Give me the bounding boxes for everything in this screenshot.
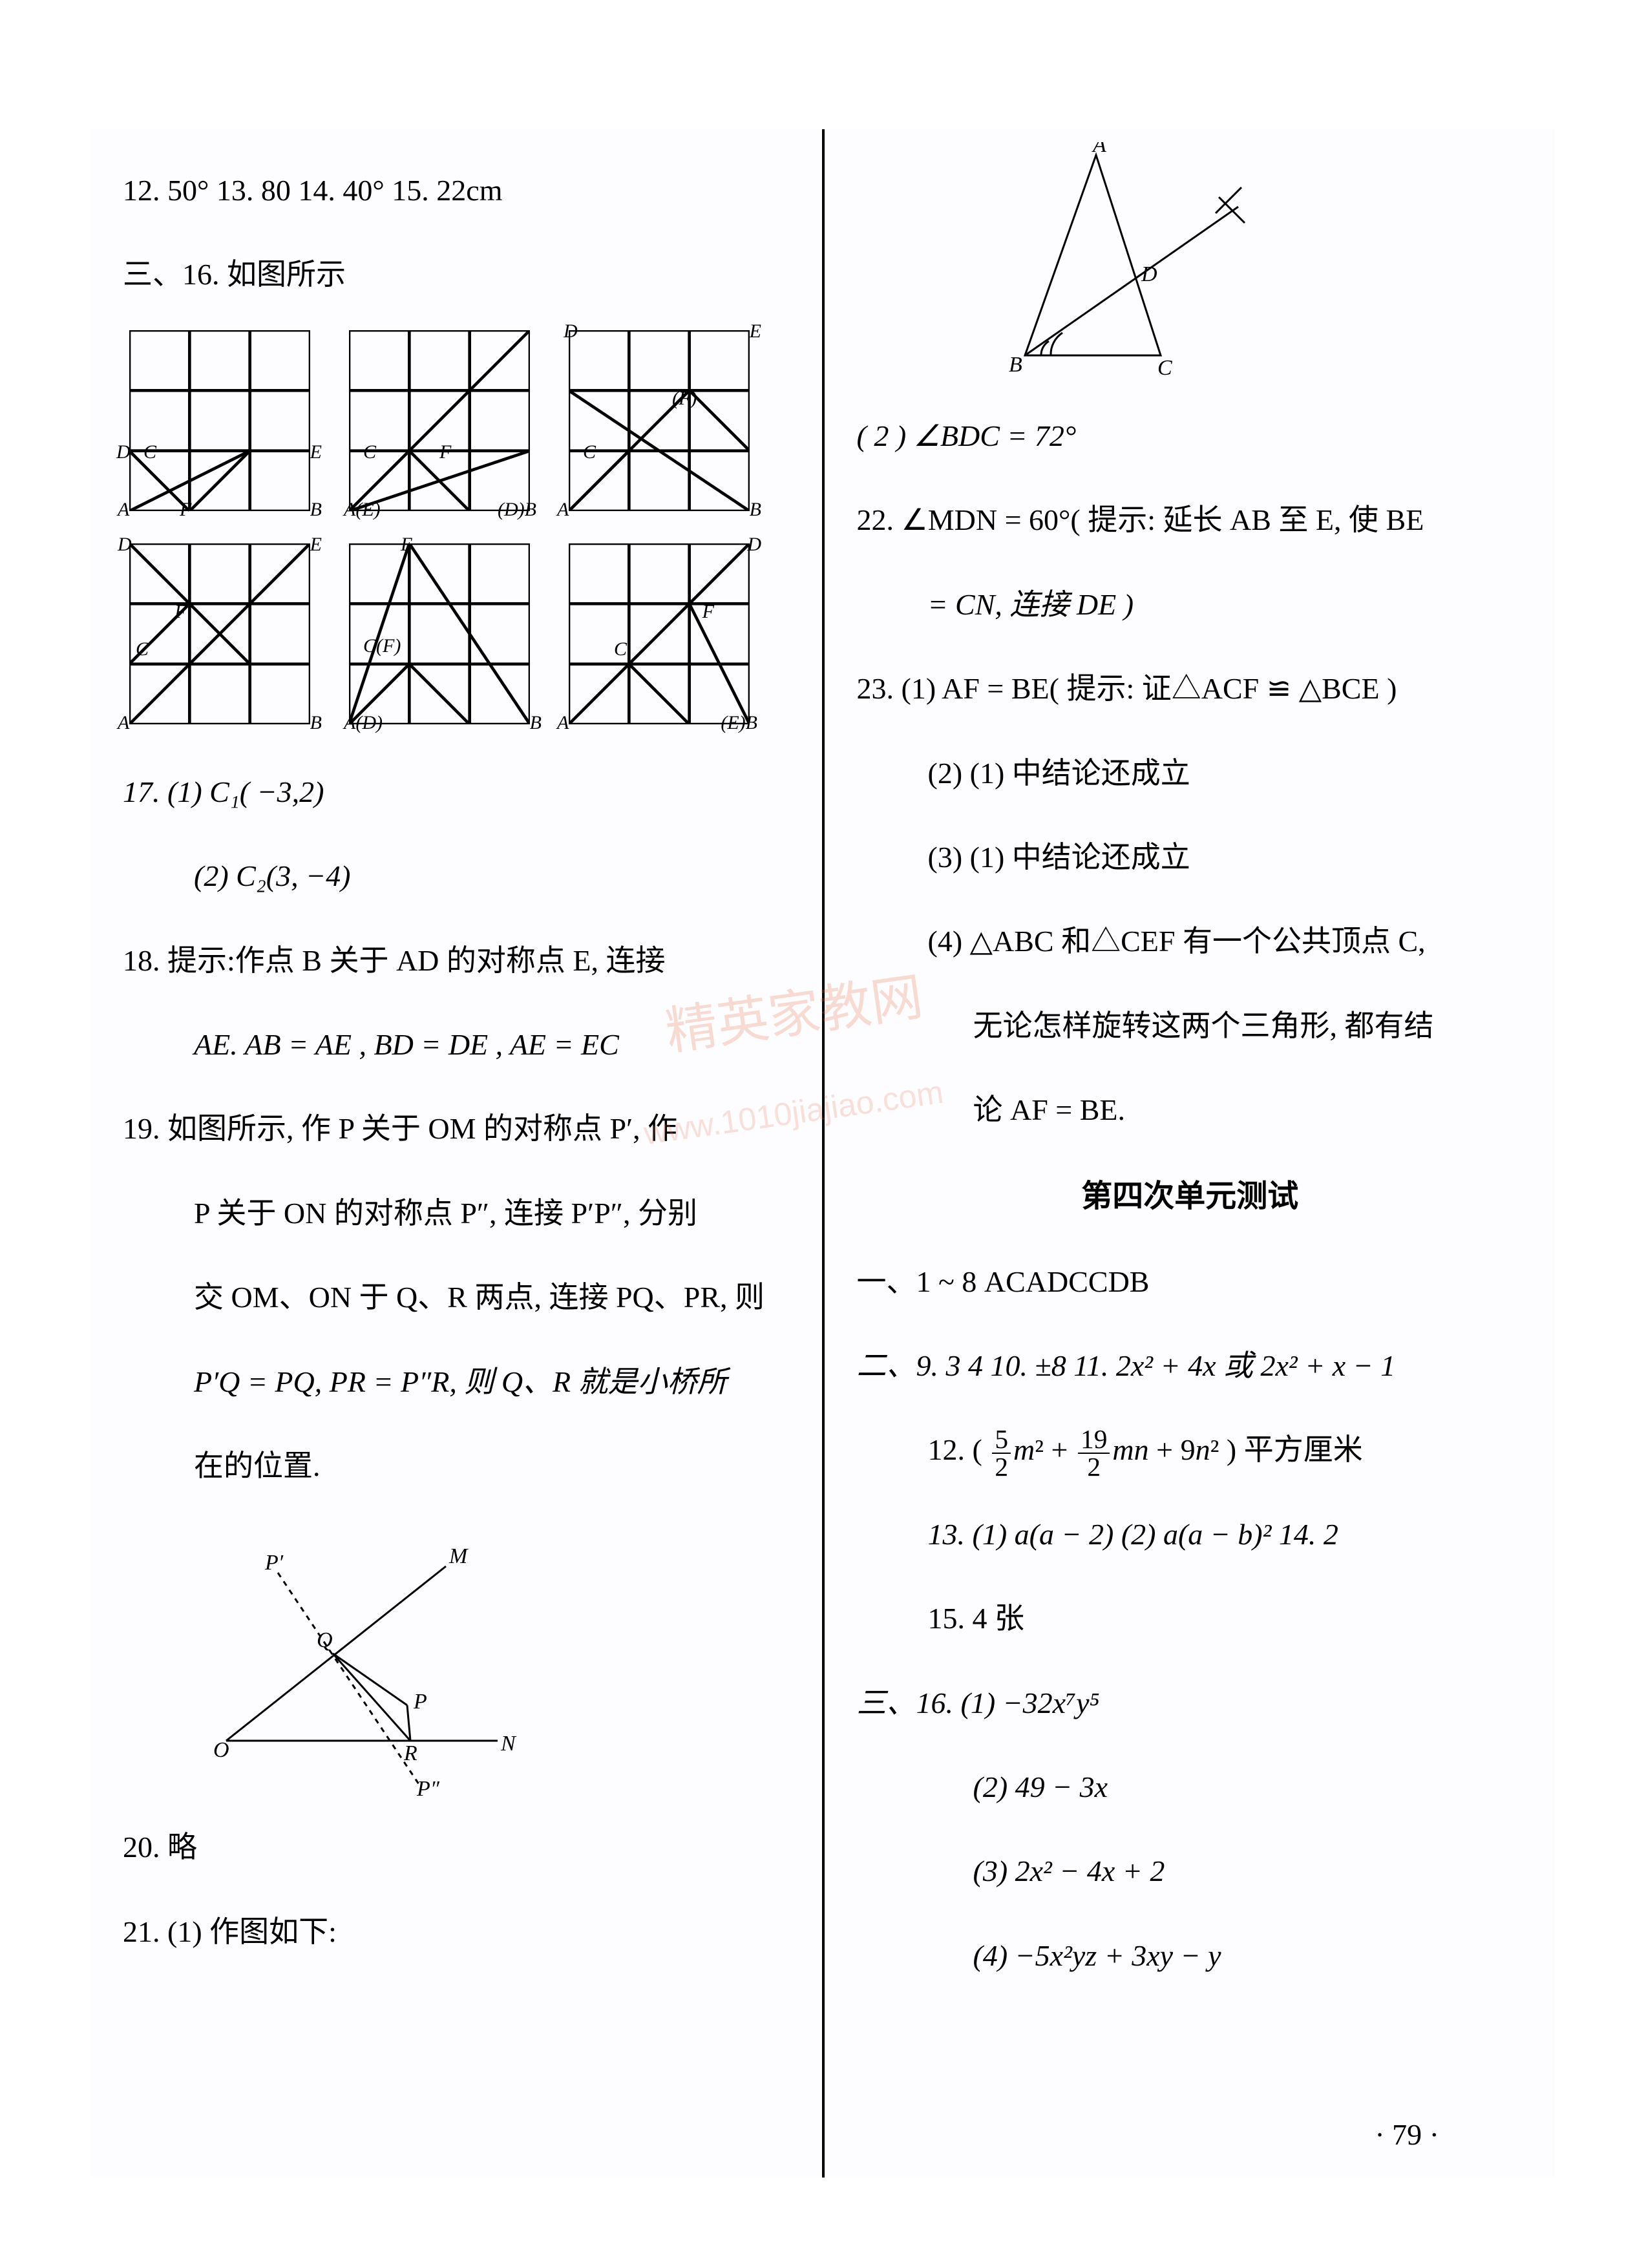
q20: 20. 略 — [123, 1812, 790, 1883]
svg-text:M: M — [448, 1544, 469, 1568]
sec3-16-3: (3) 2x² − 4x + 2 — [857, 1836, 1524, 1907]
svg-text:P: P — [413, 1690, 427, 1714]
svg-text:P′: P′ — [264, 1551, 284, 1575]
q23-4b: 无论怎样旋转这两个三角形, 都有结 — [857, 991, 1524, 1062]
q19-line4: P′Q = PQ, PR = P″R, 则 Q、R 就是小桥所 — [123, 1347, 790, 1418]
q17-1: 17. (1) C₁( −3,2) — [123, 757, 790, 828]
svg-text:A: A — [1092, 142, 1106, 157]
svg-text:Q: Q — [317, 1628, 333, 1652]
grid-figure-row-2: D E F C A B — [123, 543, 790, 724]
left-column: 12. 50° 13. 80 14. 40° 15. 22cm 三、16. 如图… — [90, 129, 825, 2178]
sec2-12: 12. ( 52m² + 192mn + 9n² ) 平方厘米 — [857, 1414, 1524, 1486]
q22-line1: 22. ∠MDN = 60°( 提示: 延长 AB 至 E, 使 BE — [857, 485, 1524, 556]
q19-line2: P 关于 ON 的对称点 P″, 连接 P′P″, 分别 — [123, 1178, 790, 1249]
q23-4c: 论 AF = BE. — [857, 1075, 1524, 1146]
grid-figure-1: D C E A F B — [129, 330, 310, 511]
section-3-q16: 三、16. 如图所示 — [123, 239, 790, 310]
q17-2: (2) C₂(3, −4) — [123, 841, 790, 912]
sec2-15: 15. 4 张 — [857, 1583, 1524, 1654]
sec2-13-14: 13. (1) a(a − 2) (2) a(a − b)² 14. 2 — [857, 1499, 1524, 1570]
svg-text:B: B — [1009, 353, 1022, 377]
sec1-answers: 一、1 ~ 8 ACADCCDB — [857, 1246, 1524, 1318]
grid-figure-4: D E F C A B — [129, 543, 310, 724]
q19-line5: 在的位置. — [123, 1431, 790, 1502]
svg-text:P″: P″ — [416, 1777, 440, 1799]
svg-text:N: N — [500, 1732, 517, 1756]
q18-line2: AE. AB = AE , BD = DE , AE = EC — [123, 1009, 790, 1080]
triangle-figure-ABCD: A B C D — [947, 142, 1258, 388]
geom-figure-OMN: O M N P′ P P″ Q R — [187, 1528, 523, 1799]
right-column: A B C D ( 2 ) ∠BDC = 72° 22. ∠MDN = 60°(… — [825, 129, 1556, 2178]
svg-text:D: D — [1141, 262, 1157, 286]
grid-figure-3: D E (F) C A B — [569, 330, 750, 511]
grid-figure-2: C F A(E) (D)B — [349, 330, 530, 511]
sec3-16-1: 三、16. (1) −32x⁷y⁵ — [857, 1668, 1524, 1739]
page-footer-number: · 79 · — [1375, 2117, 1439, 2152]
q22-line2: = CN, 连接 DE ) — [857, 569, 1524, 640]
scan-page: 2 精英家教网 www.1010jiajiao.com 12. 50° 13. … — [0, 0, 1646, 2268]
q21-1: 21. (1) 作图如下: — [123, 1896, 790, 1968]
sec2-12-tail: 平方厘米 — [1244, 1433, 1363, 1466]
q23-4a: (4) △ABC 和△CEF 有一个公共顶点 C, — [857, 906, 1524, 977]
sec3-16-4: (4) −5x²yz + 3xy − y — [857, 1920, 1524, 1991]
q23-2: (2) (1) 中结论还成立 — [857, 738, 1524, 809]
svg-text:O: O — [213, 1738, 229, 1762]
answers-12-15: 12. 50° 13. 80 14. 40° 15. 22cm — [123, 155, 790, 226]
q21-2: ( 2 ) ∠BDC = 72° — [857, 401, 1524, 472]
grid-figure-5: E C(F) A(D) B — [349, 543, 530, 724]
page-inner: 精英家教网 www.1010jiajiao.com 12. 50° 13. 80… — [90, 129, 1556, 2178]
q19-line3: 交 OM、ON 于 Q、R 两点, 连接 PQ、PR, 则 — [123, 1262, 790, 1333]
sec3-16-2: (2) 49 − 3x — [857, 1752, 1524, 1823]
svg-text:C: C — [1157, 356, 1172, 380]
q23-3: (3) (1) 中结论还成立 — [857, 822, 1524, 893]
two-column-layout: 12. 50° 13. 80 14. 40° 15. 22cm 三、16. 如图… — [90, 129, 1556, 2178]
grid-figure-6: D F C A (E)B — [569, 543, 750, 724]
unit-4-title: 第四次单元测试 — [857, 1159, 1524, 1234]
q19-line1: 19. 如图所示, 作 P 关于 OM 的对称点 P′, 作 — [123, 1093, 790, 1164]
q18-line1: 18. 提示:作点 B 关于 AD 的对称点 E, 连接 — [123, 925, 790, 996]
sec2-9-11: 二、9. 3 4 10. ±8 11. 2x² + 4x 或 2x² + x −… — [857, 1330, 1524, 1402]
q23-1: 23. (1) AF = BE( 提示: 证△ACF ≌ △BCE ) — [857, 653, 1524, 724]
grid-figure-row-1: D C E A F B — [123, 330, 790, 511]
svg-text:R: R — [403, 1741, 417, 1765]
